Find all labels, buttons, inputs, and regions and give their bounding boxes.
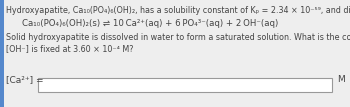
Text: Solid hydroxyapatite is dissolved in water to form a saturated solution. What is: Solid hydroxyapatite is dissolved in wat… [6,33,350,42]
Text: Hydroxyapatite, Ca₁₀(PO₄)₆(OH)₂, has a solubility constant of Kₚ = 2.34 × 10⁻⁵⁹,: Hydroxyapatite, Ca₁₀(PO₄)₆(OH)₂, has a s… [6,6,350,15]
Text: Ca₁₀(PO₄)₆(OH)₂(s) ⇌ 10 Ca²⁺(aq) + 6 PO₄³⁻(aq) + 2 OH⁻(aq): Ca₁₀(PO₄)₆(OH)₂(s) ⇌ 10 Ca²⁺(aq) + 6 PO₄… [22,19,278,28]
Bar [0,0,4,107]
Bar [38,78,332,92]
Text: [OH⁻] is fixed at 3.60 × 10⁻⁴ M?: [OH⁻] is fixed at 3.60 × 10⁻⁴ M? [6,44,133,53]
Text: M: M [337,76,345,85]
Text: [Ca²⁺] =: [Ca²⁺] = [6,76,43,85]
